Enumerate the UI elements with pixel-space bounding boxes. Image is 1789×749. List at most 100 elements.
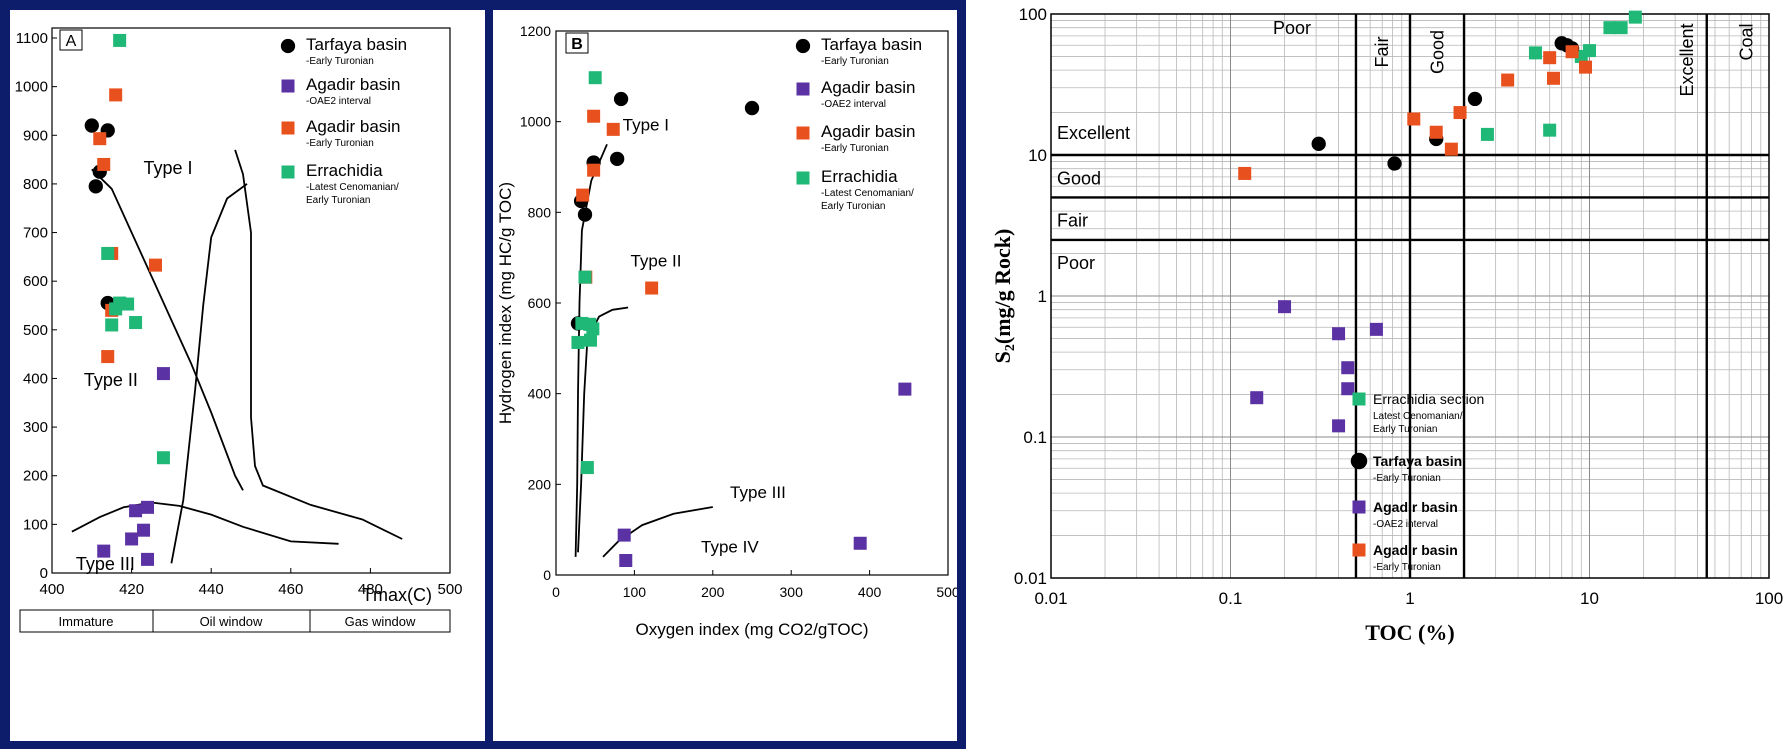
y-tick-label: 900 (23, 127, 48, 144)
data-point-series-3 (1565, 45, 1579, 59)
y-tick-label: 800 (528, 204, 552, 220)
legend-title-3: Errachidia (821, 167, 898, 186)
type-iii-curve (602, 506, 713, 558)
x-tick-label: 440 (199, 581, 224, 598)
panel-label: B (571, 36, 583, 53)
data-point-series-2 (576, 188, 590, 202)
panel-b: 0 200 400 600 800 1000 1200 0 100 200 300 400 500 B Ox… (493, 10, 957, 741)
data-point-series-3 (1501, 73, 1515, 87)
annotation-type-iv: Type IV (701, 537, 759, 556)
y-tick-label: 200 (23, 468, 48, 485)
data-point-series-2 (1332, 327, 1346, 341)
x-tick-label: 400 (858, 584, 882, 600)
y-tick-label: 700 (23, 225, 48, 242)
zone-x-fair: Fair (1372, 36, 1392, 67)
data-point-series-1 (129, 504, 143, 518)
y-tick-label: 0 (543, 567, 551, 583)
plot-frame (51, 27, 451, 574)
zone-label: Oil window (200, 614, 263, 629)
annotation-type-i: Type I (623, 116, 669, 135)
data-point-series-2 (1341, 361, 1355, 375)
panel-label: A (66, 33, 77, 50)
data-point-series-3 (105, 318, 119, 332)
panel-c: Poor Fair Good Excellent Coal Excellent Good Fa… (966, 0, 1789, 749)
data-point-series-1 (853, 536, 867, 550)
legend-title-0: Tarfaya basin (821, 35, 922, 54)
data-point-series-0 (1528, 46, 1542, 60)
panel-a: 0 100 200 300 400 500 600 700 800 900 1000 1100 400 4… (10, 10, 485, 741)
zone-bar (19, 609, 451, 633)
data-point-series-1 (141, 500, 155, 514)
y-axis-label: S2(mg/g Rock) (990, 229, 1018, 364)
panel-label-box (59, 29, 83, 51)
legend-marker-1 (1350, 452, 1368, 470)
legend-sub-1: -OAE2 interval (821, 99, 886, 110)
data-point-series-1 (619, 553, 633, 567)
legend-sub2-0: Early Turonian (1373, 424, 1437, 435)
data-point-series-0 (613, 91, 629, 107)
data-point-series-0 (1603, 21, 1617, 35)
legend-title-1: Agadir basin (821, 78, 916, 97)
data-point-series-1 (1311, 136, 1326, 151)
legend-marker-2 (1352, 500, 1366, 514)
legend-marker-3 (1352, 543, 1366, 557)
y-tick-label: 400 (23, 370, 48, 387)
legend-marker-0 (795, 38, 811, 54)
zone-y-good: Good (1057, 168, 1101, 188)
data-point-series-2 (1369, 322, 1383, 336)
zone-y-poor: Poor (1057, 253, 1095, 273)
zone-x-coal: Coal (1737, 23, 1757, 60)
data-point-series-0 (744, 100, 760, 116)
annotation-type-ii: Type II (630, 252, 681, 271)
data-point-series-3 (1407, 112, 1421, 126)
x-tick-label: 500 (437, 581, 462, 598)
data-point-series-3 (101, 246, 115, 260)
data-point-series-2 (1278, 300, 1292, 314)
data-point-series-0 (1583, 44, 1596, 58)
data-point-series-0 (88, 179, 103, 194)
type-i-ii-curve-right (234, 149, 403, 540)
data-point-series-3 (583, 333, 597, 347)
data-point-series-1 (617, 528, 631, 542)
data-point-series-0 (1543, 123, 1557, 137)
y-tick-label: 1100 (16, 30, 48, 47)
x-tick-label: 480 (358, 581, 383, 598)
data-point-series-3 (156, 451, 170, 465)
y-tick-label: 500 (23, 322, 48, 339)
legend-marker-1 (281, 79, 295, 93)
x-tick-label: 200 (701, 584, 725, 600)
data-point-series-3 (586, 322, 600, 336)
x-tick-label: 400 (39, 581, 64, 598)
y-tick-label: 600 (23, 273, 48, 290)
y-tick-label: 600 (528, 295, 552, 311)
data-point-series-2 (1332, 419, 1346, 433)
data-point-series-0 (610, 151, 625, 166)
data-point-series-2 (645, 281, 659, 295)
zone-label: Gas window (345, 614, 416, 629)
data-point-series-3 (121, 297, 135, 311)
y-tick-label: 1000 (520, 114, 551, 130)
y-axis-label: Hydrogen index (mg HC/g TOC) (496, 182, 515, 424)
zone-x-good: Good (1427, 30, 1447, 74)
data-point-series-3 (580, 461, 594, 475)
y-tick-label: 1000 (15, 79, 48, 96)
legend-marker-3 (796, 171, 810, 185)
type-i-boundary-curve (91, 168, 244, 491)
y-tick-label: 100 (23, 516, 48, 533)
data-point-series-0 (84, 118, 99, 133)
data-point-series-3 (1238, 166, 1252, 180)
legend-sub-0: -Early Turonian (821, 56, 889, 67)
legend-marker-2 (281, 121, 295, 135)
legend-title-3: Agadir basin (1373, 542, 1458, 558)
annotation-type-ii: Type II (84, 370, 138, 390)
data-point-series-2 (93, 132, 107, 146)
data-point-series-2 (97, 157, 111, 171)
x-tick-label: 500 (936, 584, 957, 600)
y-tick-label: 10 (1028, 146, 1047, 165)
data-point-series-3 (129, 316, 143, 330)
x-tick-label: 10 (1580, 589, 1599, 608)
y-tick-label: 200 (528, 476, 552, 492)
data-point-series-3 (109, 302, 123, 316)
x-tick-label: 0.01 (1034, 589, 1067, 608)
